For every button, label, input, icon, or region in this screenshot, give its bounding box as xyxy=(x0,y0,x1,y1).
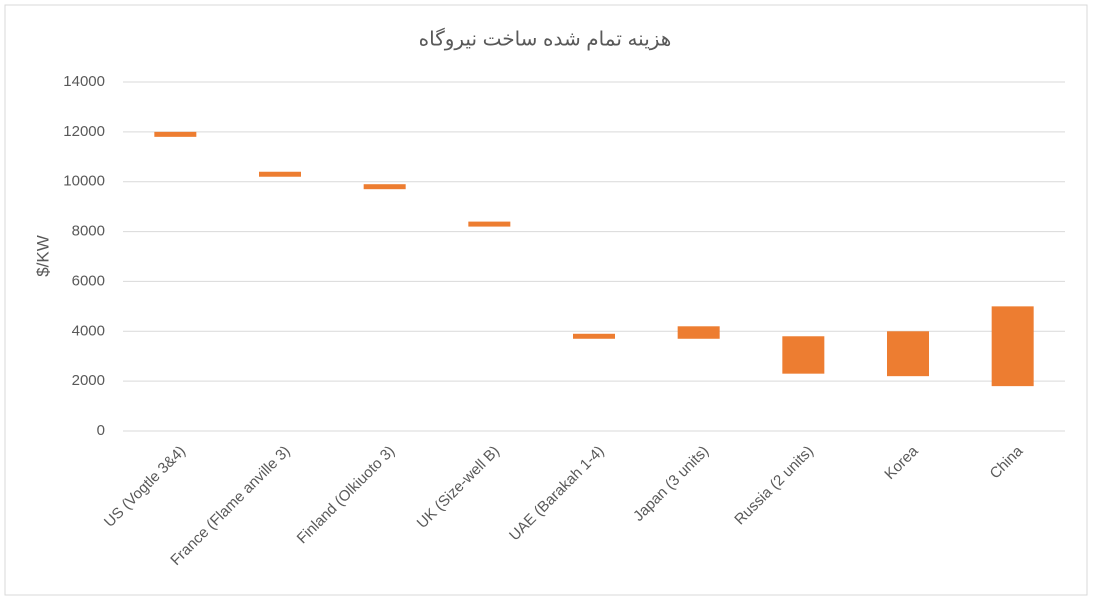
y-tick-label: 6000 xyxy=(72,272,105,289)
bar xyxy=(573,333,615,339)
y-tick-label: 8000 xyxy=(72,223,105,240)
y-tick-label: 4000 xyxy=(72,322,105,339)
y-tick-label: 10000 xyxy=(63,173,105,190)
y-tick-label: 2000 xyxy=(72,372,105,389)
y-tick-label: 0 xyxy=(97,422,105,439)
bar xyxy=(363,184,406,190)
y-tick-label: 14000 xyxy=(63,73,105,90)
bar xyxy=(991,306,1034,387)
chart-title: هزینه تمام شده ساخت نیروگاه xyxy=(419,27,672,50)
chart-area xyxy=(4,4,1088,596)
bar xyxy=(259,171,301,177)
y-axis-label: $/KW xyxy=(33,235,52,277)
y-tick-label: 12000 xyxy=(63,123,105,140)
bar xyxy=(154,131,197,137)
bar xyxy=(677,326,720,339)
bar xyxy=(782,336,825,374)
bar xyxy=(887,331,929,377)
bar xyxy=(468,221,511,227)
